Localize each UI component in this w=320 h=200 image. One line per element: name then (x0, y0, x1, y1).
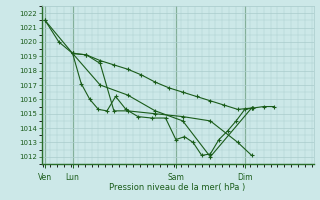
X-axis label: Pression niveau de la mer( hPa ): Pression niveau de la mer( hPa ) (109, 183, 246, 192)
